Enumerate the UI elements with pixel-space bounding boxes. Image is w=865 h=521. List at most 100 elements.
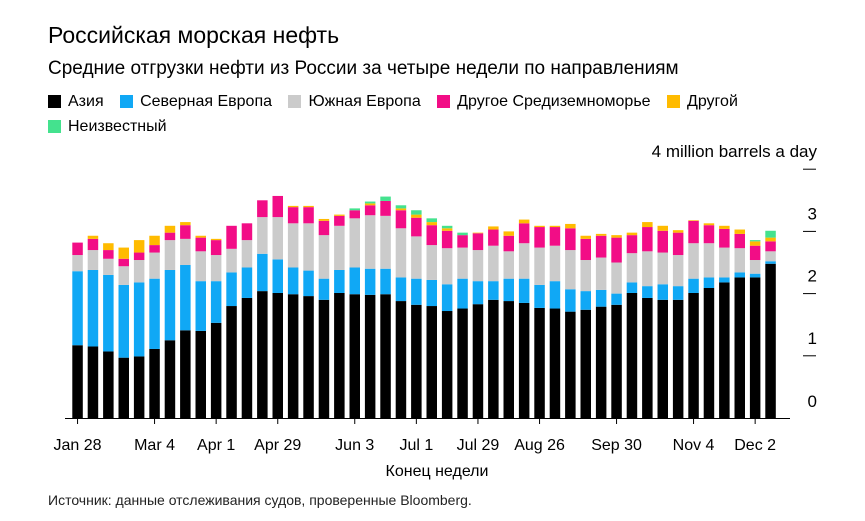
x-axis-label: Конец недели	[386, 463, 489, 480]
bar-segment-3	[241, 223, 253, 241]
legend-swatch	[48, 95, 61, 108]
legend-label: Азия	[68, 93, 104, 110]
bar-segment-2	[719, 247, 730, 278]
y-tick-label: 2	[808, 267, 817, 286]
bar-segment-4	[334, 214, 345, 216]
bar-segment-4	[549, 225, 561, 228]
bar-segment-1	[765, 261, 776, 264]
y-tick-label: 3	[808, 204, 817, 223]
bar-segment-4	[534, 225, 545, 228]
bar-segment-3	[595, 235, 607, 258]
bar-segment-2	[180, 238, 191, 265]
legend: Азия Северная Европа Южная Европа Другое…	[48, 90, 808, 140]
bar-segment-1	[565, 289, 576, 312]
bar-segment-2	[595, 257, 607, 290]
legend-item-other-med: Другое Средиземноморье	[437, 90, 651, 113]
bar-segment-0	[503, 301, 514, 418]
bar-segment-0	[87, 346, 99, 418]
bar-segment-2	[272, 217, 283, 260]
bar-segment-4	[133, 240, 145, 253]
bar-segment-3	[349, 210, 360, 219]
bar-segment-1	[411, 278, 422, 305]
bar-segment-0	[241, 297, 253, 418]
bar-segment-4	[364, 203, 376, 206]
bar-segment-0	[611, 304, 622, 418]
bar-segment-4	[318, 218, 330, 221]
source-note: Источник: данные отслеживания судов, про…	[48, 492, 472, 508]
legend-item-north-europe: Северная Европа	[120, 90, 272, 113]
bar-segment-4	[441, 228, 453, 231]
bar-segment-1	[364, 268, 376, 295]
bar-segment-2	[534, 247, 545, 285]
bar-segment-2	[411, 236, 422, 279]
bar-segment-2	[703, 243, 715, 278]
bar-segment-3	[657, 230, 668, 253]
bar-segment-0	[549, 308, 561, 418]
bar-segment-3	[549, 227, 561, 246]
bar-segment-5	[349, 208, 360, 211]
bar-segment-0	[395, 301, 407, 418]
x-tick-label: Jul 1	[399, 437, 433, 454]
bar-segment-3	[488, 229, 499, 246]
bar-segment-4	[488, 226, 499, 230]
bar-segment-3	[472, 233, 484, 251]
x-tick-label: Dec 2	[734, 437, 776, 454]
bar-segment-0	[380, 294, 391, 418]
bar-segment-3	[457, 235, 468, 248]
bar-segment-1	[657, 284, 668, 300]
bar-segment-0	[257, 291, 268, 418]
bar-segment-3	[534, 227, 545, 248]
bar-segment-4	[503, 231, 514, 236]
bar-segment-2	[72, 255, 83, 272]
bar-segment-1	[580, 291, 591, 310]
bar-segment-4	[164, 225, 176, 233]
bar-segment-0	[334, 292, 345, 418]
bar-segment-0	[472, 304, 484, 418]
bar-segment-0	[226, 306, 237, 418]
bar-segment-2	[488, 245, 499, 282]
bar-segment-1	[534, 284, 545, 308]
bar-segment-3	[672, 232, 684, 256]
bar-segment-2	[241, 240, 253, 268]
bar-segment-4	[287, 205, 299, 208]
bar-segment-1	[688, 278, 699, 293]
bar-segment-1	[118, 284, 129, 358]
bar-segment-2	[334, 225, 345, 270]
bar-segment-0	[565, 311, 576, 418]
bar-segment-2	[103, 258, 114, 275]
bar-segment-4	[580, 235, 591, 239]
bar-segment-0	[595, 306, 607, 418]
bar-segment-2	[395, 228, 407, 278]
bar-segment-1	[672, 286, 684, 300]
bar-segment-2	[318, 235, 330, 279]
bar-segment-2	[287, 223, 299, 268]
x-tick-label: Aug 26	[514, 437, 565, 454]
y-tick-label: 4 million barrels a day	[652, 142, 818, 161]
legend-item-other: Другой	[667, 90, 738, 113]
legend-swatch	[437, 95, 451, 108]
bar-segment-2	[626, 253, 638, 283]
bar-segment-3	[765, 241, 776, 252]
x-tick-label: Apr 29	[254, 437, 301, 454]
bar-segment-4	[703, 223, 715, 226]
legend-label: Северная Европа	[140, 93, 273, 110]
bar-segment-4	[719, 225, 730, 229]
bar-segment-0	[657, 299, 668, 418]
bar-segment-5	[411, 210, 422, 215]
legend-item-south-europe: Южная Европа	[288, 90, 421, 113]
bar-segment-1	[595, 289, 607, 307]
bar-segment-3	[380, 200, 391, 216]
x-tick-label: Apr 1	[197, 437, 235, 454]
legend-swatch	[667, 95, 680, 108]
bar-segment-3	[441, 230, 453, 249]
bar-segment-3	[72, 242, 83, 256]
bar-segment-2	[118, 266, 129, 285]
legend-label: Другое Средиземноморье	[457, 93, 651, 110]
bar-segment-4	[518, 219, 530, 224]
bar-segment-3	[411, 217, 422, 237]
bar-segment-3	[210, 240, 222, 256]
bar-segment-3	[164, 232, 176, 241]
bar-segment-4	[472, 232, 484, 234]
